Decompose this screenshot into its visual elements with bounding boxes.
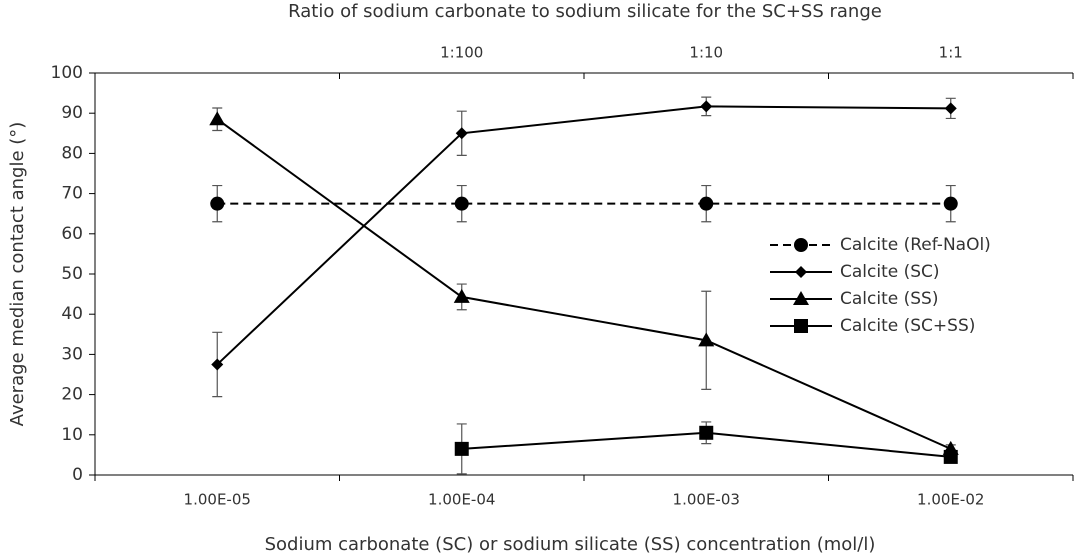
marker bbox=[454, 441, 469, 456]
y-tick-label: 20 bbox=[61, 385, 83, 405]
marker bbox=[210, 196, 225, 211]
x2-tick-label: 1:100 bbox=[440, 44, 483, 62]
marker bbox=[211, 358, 224, 371]
marker bbox=[454, 196, 469, 211]
legend-marker bbox=[793, 291, 809, 305]
legend-marker bbox=[794, 319, 808, 333]
legend-marker bbox=[794, 238, 808, 252]
x-tick-label: 1.00E-03 bbox=[673, 491, 740, 509]
y-tick-label: 50 bbox=[61, 264, 83, 284]
x2-tick-label: 1:10 bbox=[689, 44, 723, 62]
marker bbox=[209, 111, 226, 126]
legend-label: Calcite (SS) bbox=[840, 289, 938, 309]
legend-label: Calcite (SC+SS) bbox=[840, 316, 975, 336]
marker bbox=[699, 425, 714, 440]
marker bbox=[699, 196, 714, 211]
y-tick-label: 80 bbox=[61, 143, 83, 163]
marker bbox=[455, 127, 468, 140]
y-tick-label: 60 bbox=[61, 224, 83, 244]
x2-axis-title: Ratio of sodium carbonate to sodium sili… bbox=[288, 1, 882, 22]
y-tick-label: 90 bbox=[61, 103, 83, 123]
y-tick-label: 0 bbox=[72, 465, 83, 485]
x-tick-label: 1.00E-04 bbox=[428, 491, 495, 509]
y-axis-title: Average median contact angle (°) bbox=[7, 122, 28, 427]
x-tick-label: 1.00E-05 bbox=[184, 491, 251, 509]
marker bbox=[453, 288, 470, 303]
marker bbox=[698, 332, 715, 347]
legend-marker bbox=[795, 266, 807, 278]
x2-tick-label: 1:1 bbox=[939, 44, 963, 62]
y-tick-label: 30 bbox=[61, 344, 83, 364]
x-tick-label: 1.00E-02 bbox=[917, 491, 984, 509]
marker bbox=[943, 196, 958, 211]
y-tick-label: 10 bbox=[61, 425, 83, 445]
marker bbox=[700, 100, 713, 113]
x-axis-title: Sodium carbonate (SC) or sodium silicate… bbox=[265, 534, 876, 555]
marker bbox=[943, 449, 958, 464]
legend-label: Calcite (SC) bbox=[840, 262, 940, 282]
y-tick-label: 70 bbox=[61, 184, 83, 204]
series-line bbox=[216, 105, 951, 366]
y-tick-label: 100 bbox=[51, 63, 83, 83]
marker bbox=[944, 102, 957, 115]
legend-label: Calcite (Ref-NaOl) bbox=[840, 235, 991, 255]
y-tick-label: 40 bbox=[61, 304, 83, 324]
series-line bbox=[216, 118, 952, 450]
